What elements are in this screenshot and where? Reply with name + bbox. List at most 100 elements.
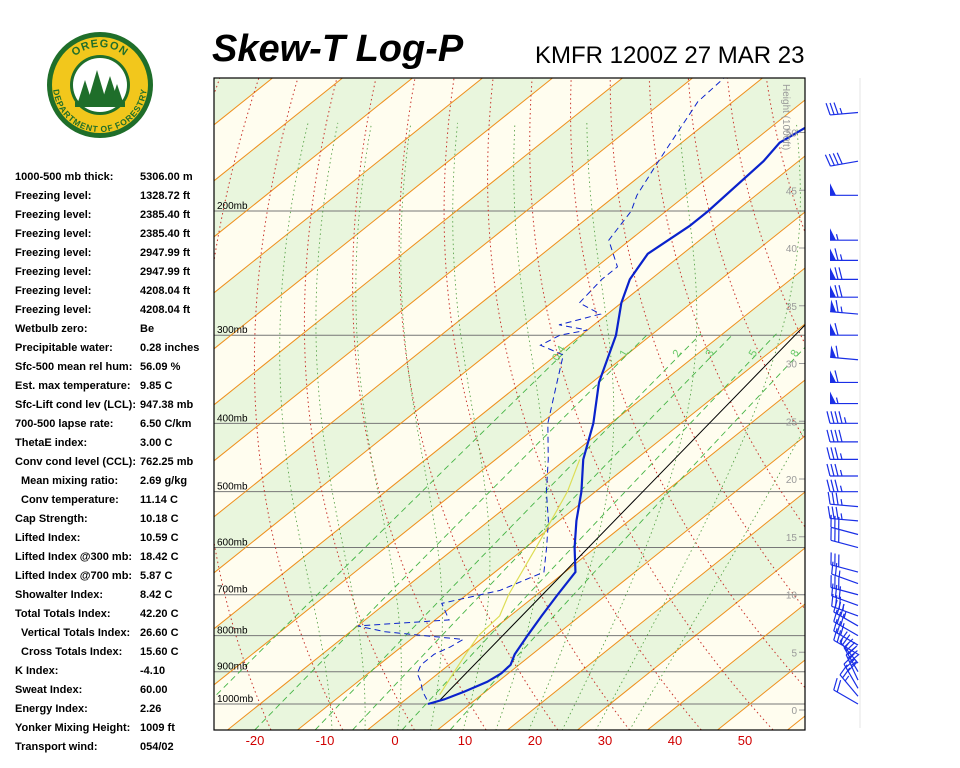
index-label: Mean mixing ratio: [21, 475, 119, 487]
dry-adiabat [92, 76, 181, 730]
height-tick-label: 0 [791, 706, 797, 717]
moist-adiabat [595, 122, 801, 730]
wind-barb-feather [828, 153, 835, 166]
wind-barb [824, 152, 859, 167]
index-value: 10.18 C [140, 513, 179, 525]
index-label: Precipitable water: [15, 342, 113, 354]
index-row: K Index: -4.10 [15, 662, 215, 681]
index-value: 10.59 C [140, 532, 179, 544]
index-label: Freezing level: [15, 190, 92, 202]
index-label: Energy Index: [15, 703, 88, 715]
x-tick-label: -20 [246, 733, 265, 748]
index-label: 1000-500 mb thick: [15, 171, 114, 183]
wind-barb [833, 677, 859, 705]
moist-adiabat [629, 426, 805, 730]
wind-barb-half-feather [840, 499, 843, 506]
wind-barb-feather [838, 285, 843, 298]
index-value: Be [140, 323, 155, 335]
pressure-label: 500mb [217, 482, 248, 493]
wind-barb-shaft [833, 621, 859, 637]
wind-barb-shaft [830, 586, 859, 596]
mixing-ratio-line [401, 333, 777, 730]
index-value: 56.09 % [140, 361, 181, 373]
x-tick-label: 20 [528, 733, 542, 748]
wind-barb-half-feather [843, 417, 847, 424]
dry-adiabat [687, 78, 805, 441]
index-label: Conv cond level (CCL): [15, 456, 137, 468]
index-label: Freezing level: [15, 228, 92, 240]
index-value: 3.00 C [140, 437, 173, 449]
wind-barb-half-feather [840, 306, 843, 313]
wind-barb [827, 491, 859, 508]
wind-barb-feather [833, 609, 838, 622]
moist-adiabat [315, 122, 366, 730]
wind-barb-pennant [830, 345, 837, 358]
index-row: Wetbulb zero: Be [15, 320, 215, 339]
wind-barb-feather [829, 102, 835, 115]
wind-barb-shaft [831, 595, 859, 607]
wind-barb-half-feather [843, 611, 847, 619]
isotherm-line [214, 78, 763, 518]
index-value: 2947.99 ft [140, 266, 191, 278]
wind-barb [833, 609, 859, 637]
wind-barb-pennant [830, 183, 836, 196]
wind-barb-feather [838, 586, 842, 599]
pressure-label: 300mb [217, 325, 248, 336]
index-value: 9.85 C [140, 380, 173, 392]
index-value: 0.28 inches [140, 342, 200, 354]
oregon-department-of-forestry-logo: OREGON DEPARTMENT OF FORESTRY [45, 30, 155, 140]
x-tick-label: 10 [458, 733, 472, 748]
wind-barb-shaft [833, 611, 859, 627]
index-label: Showalter Index: [15, 589, 104, 601]
wind-barb-shaft [833, 639, 859, 655]
height-tick-label: 40 [786, 244, 798, 255]
wind-barb-half-feather [839, 107, 843, 115]
index-label: Freezing level: [15, 247, 92, 259]
mixing-ratio-line [254, 333, 649, 730]
x-tick-label: -10 [316, 733, 335, 748]
index-row: Showalter Index: 8.42 C [15, 586, 215, 605]
wind-barb-half-feather [839, 453, 843, 460]
wind-barb-feather [825, 103, 831, 116]
wind-barb-feather [833, 619, 838, 632]
index-row: Freezing level: 4208.04 ft [15, 282, 215, 301]
index-row: Freezing level: 4208.04 ft [15, 301, 215, 320]
wind-barb-pennant [830, 370, 836, 383]
x-tick-label: 30 [598, 733, 612, 748]
x-tick-label: 50 [738, 733, 752, 748]
index-value: 2385.40 ft [140, 228, 191, 240]
height-tick-label: 20 [786, 475, 798, 486]
wind-barb-feather [826, 411, 831, 424]
dry-adiabat [883, 76, 960, 730]
wind-barb-half-feather [835, 234, 839, 241]
index-value: 26.60 C [140, 627, 179, 639]
index-value: 8.42 C [140, 589, 173, 601]
wind-barb-shaft [830, 564, 859, 573]
wind-barb-pennant [830, 323, 836, 336]
index-label: Transport wind: [15, 741, 98, 753]
moist-adiabat [452, 122, 491, 730]
index-value: 5.87 C [140, 570, 173, 582]
dry-adiabat [253, 78, 344, 730]
wind-barb-half-feather [842, 604, 845, 611]
index-row: Sweat Index: 60.00 [15, 681, 215, 700]
wind-barb-feather [835, 345, 839, 359]
isotherm-line [214, 78, 413, 238]
wind-barb-feather [836, 152, 843, 165]
index-value: 6.50 C/km [140, 418, 192, 430]
height-tick-label: 45 [786, 186, 798, 197]
wind-barb-pennant [830, 299, 837, 313]
wind-barb-feather [842, 667, 851, 679]
wind-barb-feather [830, 479, 835, 492]
pressure-label: 400mb [217, 413, 248, 424]
moist-adiabat [528, 122, 615, 730]
isotherm-line [214, 99, 805, 574]
wind-barb [830, 285, 858, 298]
index-row: Cross Totals Index: 15.60 C [15, 643, 215, 662]
index-row: Yonker Mixing Height: 1009 ft [15, 719, 215, 738]
index-row: Sfc-Lift cond lev (LCL): 947.38 mb [15, 396, 215, 415]
wind-barb [826, 463, 858, 477]
wind-barb [827, 506, 859, 522]
wind-barb [833, 628, 859, 655]
